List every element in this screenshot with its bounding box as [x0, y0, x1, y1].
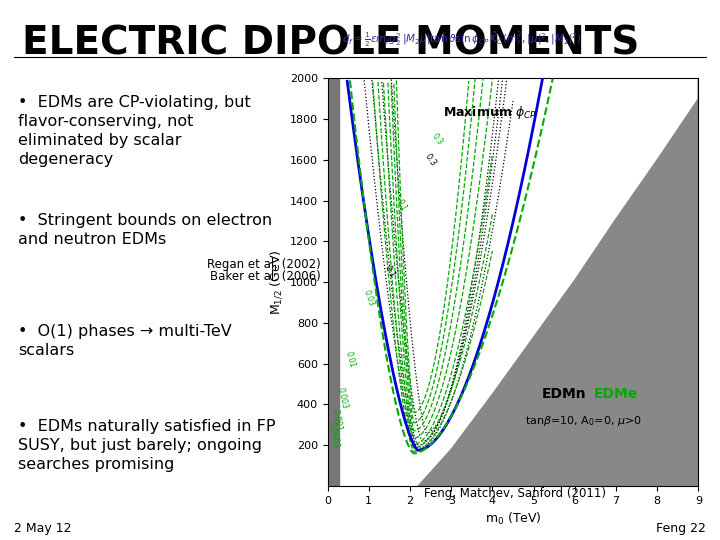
Text: 0.0003: 0.0003: [328, 421, 340, 449]
Text: $d_f = \frac{1}{2}\varepsilon m_f g_2^2\,|M_2\mu|\tan\vartheta\sin\phi_{CP}\,\ti: $d_f = \frac{1}{2}\varepsilon m_f g_2^2\…: [342, 30, 582, 49]
Text: tan$\beta$=10, A$_0$=0, $\mu$>0: tan$\beta$=10, A$_0$=0, $\mu$>0: [526, 414, 642, 428]
Text: •  O(1) phases → multi-TeV
scalars: • O(1) phases → multi-TeV scalars: [18, 324, 232, 358]
Text: •  EDMs are CP-violating, but
flavor-conserving, not
eliminated by scalar
degene: • EDMs are CP-violating, but flavor-cons…: [18, 94, 251, 167]
Text: 0.01: 0.01: [343, 350, 357, 369]
Text: Feng 22: Feng 22: [656, 522, 706, 535]
Text: Maximum $\phi_{CP}$: Maximum $\phi_{CP}$: [443, 104, 537, 122]
Text: •  EDMs naturally satisfied in FP
SUSY, but just barely; ongoing
searches promis: • EDMs naturally satisfied in FP SUSY, b…: [18, 418, 276, 472]
Text: EDMn: EDMn: [542, 387, 587, 401]
Text: ELECTRIC DIPOLE MOMENTS: ELECTRIC DIPOLE MOMENTS: [22, 24, 639, 62]
Text: Feng, Matchev, Sanford (2011): Feng, Matchev, Sanford (2011): [424, 487, 606, 500]
Text: 0.3: 0.3: [430, 132, 444, 147]
Text: EDMe: EDMe: [593, 387, 638, 401]
Text: 0.001: 0.001: [330, 409, 343, 432]
Text: 0.1: 0.1: [382, 264, 397, 280]
Polygon shape: [418, 78, 698, 486]
Text: Regan et al. (2002): Regan et al. (2002): [207, 258, 320, 271]
Text: 0.003: 0.003: [336, 387, 348, 410]
Text: Baker et al. (2006): Baker et al. (2006): [210, 270, 320, 283]
Text: 2 May 12: 2 May 12: [14, 522, 72, 535]
Text: 0.3: 0.3: [423, 152, 438, 168]
Polygon shape: [328, 78, 339, 486]
Text: 0.03: 0.03: [361, 289, 376, 308]
Y-axis label: M$_{1/2}$ (GeV): M$_{1/2}$ (GeV): [269, 249, 284, 315]
X-axis label: m$_0$ (TeV): m$_0$ (TeV): [485, 511, 541, 528]
Text: •  Stringent bounds on electron
and neutron EDMs: • Stringent bounds on electron and neutr…: [18, 213, 272, 247]
Text: 0.1: 0.1: [395, 197, 408, 212]
